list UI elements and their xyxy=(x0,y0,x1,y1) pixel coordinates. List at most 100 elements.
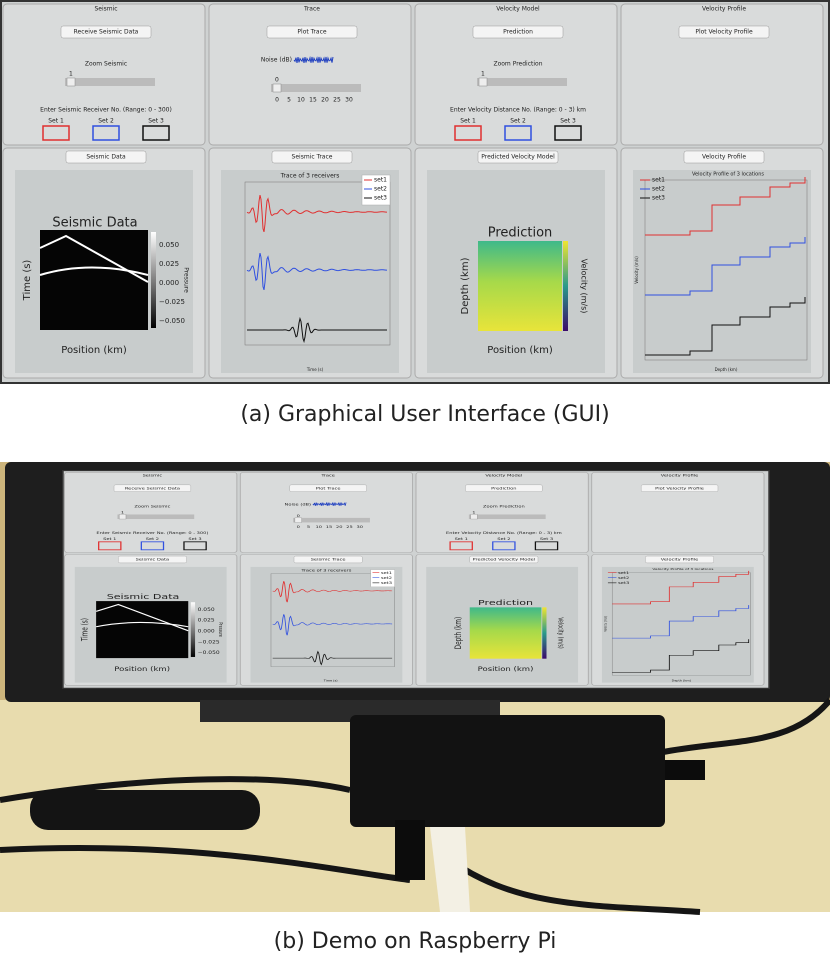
trace-line xyxy=(247,316,387,344)
button[interactable] xyxy=(113,484,192,492)
x-axis-label: Depth (km) xyxy=(715,367,738,372)
set-label: Set 2 xyxy=(146,537,160,542)
button[interactable] xyxy=(289,484,367,492)
set-box[interactable] xyxy=(140,541,165,551)
button-label: Plot Velocity Profile xyxy=(695,29,753,36)
legend-label: set2 xyxy=(381,576,392,581)
usb-plug xyxy=(665,760,705,780)
trace-line xyxy=(272,614,393,636)
legend-label: set3 xyxy=(652,195,665,202)
set-box[interactable] xyxy=(92,125,120,141)
x-axis-label: Position (km) xyxy=(114,666,170,673)
wavefront xyxy=(95,621,189,628)
control-panel xyxy=(414,3,618,146)
panel-title: Velocity Profile xyxy=(702,6,746,13)
caption: (a) Graphical User Interface (GUI) xyxy=(240,402,609,427)
slider-tick: 25 xyxy=(333,97,341,104)
axes xyxy=(644,179,808,361)
gui-screenshot: Seismic Receive Seismic Data Zoom Seismic 1… xyxy=(0,0,830,384)
set-box[interactable] xyxy=(504,125,532,141)
colorbar-tick: −0.025 xyxy=(198,640,220,645)
plot-title: Velocity Profile of 3 locations xyxy=(652,568,713,571)
slider-value: 0 xyxy=(297,514,301,519)
set-label: Set 1 xyxy=(103,537,117,542)
slider-tick: 10 xyxy=(316,525,323,530)
button[interactable] xyxy=(678,25,770,39)
slider-handle xyxy=(294,517,302,523)
button-label: Receive Seismic Data xyxy=(74,29,139,36)
slider-handle xyxy=(272,83,282,93)
profile-line xyxy=(645,237,806,296)
button[interactable] xyxy=(640,484,719,492)
colorbar-tick: −0.050 xyxy=(198,651,220,656)
legend-label: set2 xyxy=(374,186,387,193)
set-box[interactable] xyxy=(142,125,170,141)
button xyxy=(683,150,765,164)
button xyxy=(118,555,187,564)
legend-label: set3 xyxy=(381,581,392,586)
button[interactable] xyxy=(472,25,564,39)
button[interactable] xyxy=(465,484,543,492)
power-switch xyxy=(30,790,260,830)
set-box[interactable] xyxy=(534,541,559,551)
legend-label: set2 xyxy=(618,576,629,581)
slider-value: 1 xyxy=(121,510,125,515)
slider-handle xyxy=(118,514,127,520)
x-axis-label: Time (s) xyxy=(323,679,338,682)
slider[interactable] xyxy=(65,78,155,86)
colorbar-tick: 0.025 xyxy=(198,619,215,624)
slider-tick: 5 xyxy=(287,97,291,104)
slider-tick: 25 xyxy=(346,525,353,530)
colorbar-label: Velocity (m/s) xyxy=(580,259,589,314)
colorbar xyxy=(542,607,547,659)
button-label: Seismic Data xyxy=(86,154,126,161)
slider[interactable] xyxy=(468,514,546,520)
legend-label: set1 xyxy=(652,177,665,184)
slider[interactable] xyxy=(477,78,567,86)
slider[interactable] xyxy=(117,514,195,520)
button[interactable] xyxy=(266,25,358,39)
y-axis-label: Time (s) xyxy=(79,618,90,642)
button-label: Velocity Profile xyxy=(661,558,699,563)
profile-line xyxy=(612,570,750,605)
set-box[interactable] xyxy=(98,541,122,551)
plot-area xyxy=(633,170,811,373)
button-label: Plot Trace xyxy=(316,486,341,491)
button-label: Predicted Velocity Model xyxy=(481,154,555,161)
button-label: Plot Velocity Profile xyxy=(655,486,704,491)
control-panel xyxy=(64,471,238,553)
slider-handle xyxy=(66,77,76,87)
set-box[interactable] xyxy=(492,541,516,551)
colorbar-tick: 0.050 xyxy=(159,241,179,249)
panel-title: Trace xyxy=(320,473,335,478)
monitor-screen: Seismic Receive Seismic Data Zoom Seismic 1… xyxy=(62,470,770,689)
button-label: Seismic Trace xyxy=(311,558,346,563)
seismic-image xyxy=(96,601,189,659)
set-label: Set 3 xyxy=(148,118,164,125)
zoom-label: Zoom Prediction xyxy=(483,505,525,510)
plot-title: Seismic Data xyxy=(107,593,180,602)
control-panel xyxy=(591,471,765,553)
slider-value: 1 xyxy=(472,510,476,515)
panel-title: Seismic xyxy=(94,6,117,13)
set-box[interactable] xyxy=(183,541,207,551)
legend-label: set3 xyxy=(374,195,387,202)
slider-tick: 15 xyxy=(326,525,333,530)
noise-icon xyxy=(312,501,347,506)
set-box[interactable] xyxy=(449,541,473,551)
set-box[interactable] xyxy=(554,125,582,141)
set-label: Set 2 xyxy=(510,118,526,125)
slider[interactable] xyxy=(271,84,361,92)
entry-label: Enter Seismic Receiver No. (Range: 0 - 3… xyxy=(96,531,208,536)
button-label: Predicted Velocity Model xyxy=(473,558,536,563)
button xyxy=(477,150,559,164)
colorbar-tick: 0.025 xyxy=(159,260,179,268)
set-box[interactable] xyxy=(42,125,70,141)
slider-handle xyxy=(470,514,478,520)
button[interactable] xyxy=(60,25,152,39)
set-box[interactable] xyxy=(454,125,482,141)
caption: (b) Demo on Raspberry Pi xyxy=(274,929,557,954)
y-axis-label: Velocity (m/s) xyxy=(634,256,639,284)
slider-tick: 20 xyxy=(321,97,329,104)
slider[interactable] xyxy=(293,517,370,523)
